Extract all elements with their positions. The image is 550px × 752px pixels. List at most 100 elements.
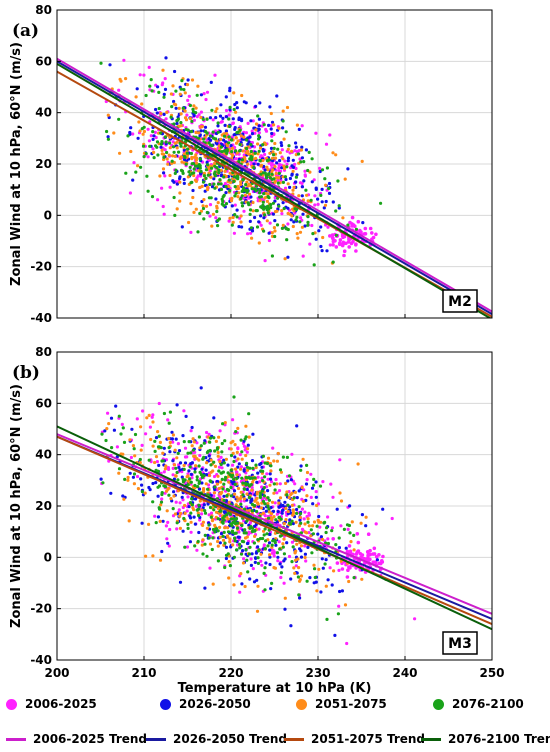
point-2051-2075	[273, 229, 277, 233]
point-2076-2100	[254, 463, 258, 467]
point-2006-2025	[212, 494, 216, 498]
point-2051-2075	[119, 452, 123, 456]
point-2006-2025	[260, 476, 264, 480]
point-2051-2075	[364, 515, 368, 519]
point-2006-2025	[234, 157, 238, 161]
legend-label: 2026-2050 Trend	[173, 732, 288, 746]
point-2006-2025	[342, 253, 346, 258]
point-2076-2100	[235, 131, 239, 135]
point-2076-2100	[259, 469, 263, 473]
point-2026-2050	[317, 514, 321, 519]
point-2051-2075	[261, 511, 265, 515]
point-2076-2100	[251, 466, 255, 470]
point-2051-2075	[232, 583, 236, 587]
point-2026-2050	[333, 633, 337, 638]
point-2051-2075	[303, 522, 307, 526]
legend: 2006-2025 2026-2050 2051-2075 2076-2100 …	[0, 696, 550, 752]
point-2051-2075	[206, 185, 210, 189]
point-2006-2025	[260, 563, 264, 567]
point-2076-2100	[195, 475, 199, 479]
point-2076-2100	[228, 124, 232, 129]
point-2076-2100	[271, 201, 275, 205]
point-2076-2100	[156, 153, 160, 157]
point-2051-2075	[178, 92, 182, 96]
point-2051-2075	[236, 139, 240, 143]
point-2076-2100	[272, 482, 276, 486]
point-2051-2075	[321, 235, 325, 240]
point-2006-2025	[260, 485, 264, 489]
point-2051-2075	[240, 457, 244, 461]
point-2051-2075	[341, 216, 345, 220]
point-2006-2025	[185, 545, 190, 549]
point-2026-2050	[268, 532, 272, 537]
point-2051-2075	[166, 486, 170, 491]
y-tick-label: 80	[35, 345, 52, 359]
point-2051-2075	[226, 526, 230, 530]
point-2076-2100	[206, 163, 210, 167]
point-2076-2100	[282, 206, 286, 211]
point-2051-2075	[281, 109, 285, 113]
point-2006-2025	[309, 495, 313, 499]
point-2006-2025	[242, 209, 246, 213]
point-2006-2025	[326, 537, 330, 541]
point-2026-2050	[289, 624, 293, 628]
point-2076-2100	[132, 472, 137, 476]
point-2051-2075	[299, 544, 304, 548]
point-2076-2100	[186, 526, 190, 531]
point-2051-2075	[338, 491, 342, 495]
point-2076-2100	[192, 171, 196, 175]
point-2026-2050	[103, 429, 107, 433]
point-2051-2075	[219, 168, 223, 172]
point-2026-2050	[251, 432, 255, 436]
point-2006-2025	[303, 544, 307, 548]
point-2006-2025	[307, 511, 311, 515]
point-2006-2025	[270, 551, 274, 555]
point-2051-2075	[248, 508, 252, 512]
point-2051-2075	[151, 444, 155, 448]
point-2076-2100	[258, 159, 262, 163]
point-2026-2050	[338, 589, 342, 594]
point-2076-2100	[270, 172, 274, 176]
point-2076-2100	[188, 465, 192, 469]
point-2051-2075	[242, 155, 247, 159]
point-2051-2075	[209, 470, 213, 474]
point-2006-2025	[350, 215, 355, 220]
point-2051-2075	[273, 165, 277, 169]
point-2006-2025	[366, 552, 371, 556]
point-2076-2100	[285, 238, 289, 242]
point-2076-2100	[223, 565, 227, 570]
point-2026-2050	[128, 471, 132, 475]
point-2051-2075	[153, 460, 157, 465]
point-2051-2075	[183, 503, 187, 508]
point-2026-2050	[182, 177, 186, 182]
point-2026-2050	[232, 489, 237, 493]
point-2051-2075	[293, 490, 297, 494]
point-2051-2075	[196, 84, 200, 88]
point-2051-2075	[196, 511, 200, 515]
scatter-points	[99, 56, 383, 267]
point-2076-2100	[174, 466, 178, 470]
point-2051-2075	[293, 571, 297, 576]
point-2076-2100	[248, 545, 252, 549]
point-2076-2100	[267, 498, 271, 502]
point-2076-2100	[299, 160, 303, 164]
point-2076-2100	[240, 450, 244, 454]
point-2076-2100	[263, 213, 267, 217]
point-2076-2100	[182, 467, 186, 471]
legend-marker-2026-2050	[160, 698, 171, 710]
point-2076-2100	[245, 146, 249, 151]
point-2006-2025	[272, 554, 276, 558]
point-2051-2075	[324, 584, 328, 588]
point-2051-2075	[296, 236, 300, 240]
point-2026-2050	[154, 436, 159, 440]
point-2051-2075	[216, 454, 220, 458]
point-2076-2100	[196, 136, 201, 140]
point-2051-2075	[253, 534, 257, 539]
point-2006-2025	[239, 465, 243, 469]
point-2076-2100	[238, 149, 242, 153]
point-2026-2050	[139, 477, 143, 481]
point-2026-2050	[299, 555, 304, 559]
point-2076-2100	[213, 186, 217, 190]
point-2076-2100	[232, 175, 236, 179]
point-2026-2050	[268, 548, 272, 552]
